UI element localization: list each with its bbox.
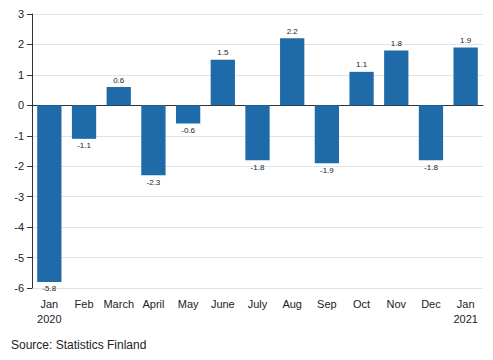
- svg-text:0.6: 0.6: [113, 76, 125, 85]
- svg-text:-4: -4: [14, 221, 24, 233]
- svg-text:May: May: [178, 298, 199, 310]
- svg-text:2: 2: [18, 38, 24, 50]
- svg-text:2020: 2020: [37, 313, 61, 325]
- svg-text:April: April: [142, 298, 164, 310]
- svg-text:Source: Statistics Finland: Source: Statistics Finland: [11, 338, 146, 352]
- svg-text:-3: -3: [14, 191, 24, 203]
- svg-text:3: 3: [18, 8, 24, 20]
- svg-text:Aug: Aug: [282, 298, 302, 310]
- svg-text:1: 1: [18, 69, 24, 81]
- svg-text:1.9: 1.9: [460, 36, 472, 45]
- svg-text:-6: -6: [14, 282, 24, 294]
- svg-text:2.2: 2.2: [287, 27, 299, 36]
- svg-text:July: July: [248, 298, 268, 310]
- svg-text:Nov: Nov: [386, 298, 406, 310]
- svg-text:1.5: 1.5: [217, 48, 229, 57]
- svg-text:-1.9: -1.9: [320, 166, 334, 175]
- svg-text:Jan: Jan: [457, 298, 475, 310]
- svg-text:-2: -2: [14, 160, 24, 172]
- svg-text:2021: 2021: [453, 313, 477, 325]
- svg-text:-1: -1: [14, 130, 24, 142]
- svg-text:Dec: Dec: [421, 298, 441, 310]
- svg-text:Jan: Jan: [40, 298, 58, 310]
- svg-text:1.8: 1.8: [391, 39, 403, 48]
- svg-text:March: March: [103, 298, 134, 310]
- svg-text:-5: -5: [14, 252, 24, 264]
- svg-text:-0.6: -0.6: [181, 126, 195, 135]
- svg-text:-1.1: -1.1: [77, 141, 91, 150]
- svg-text:-5.8: -5.8: [42, 284, 56, 293]
- svg-text:Sep: Sep: [317, 298, 337, 310]
- svg-text:Oct: Oct: [353, 298, 370, 310]
- svg-text:June: June: [211, 298, 235, 310]
- svg-text:1.1: 1.1: [356, 60, 368, 69]
- svg-text:-1.8: -1.8: [251, 163, 265, 172]
- svg-text:0: 0: [18, 99, 24, 111]
- svg-text:-2.3: -2.3: [147, 178, 161, 187]
- svg-text:Feb: Feb: [75, 298, 94, 310]
- svg-text:-1.8: -1.8: [424, 163, 438, 172]
